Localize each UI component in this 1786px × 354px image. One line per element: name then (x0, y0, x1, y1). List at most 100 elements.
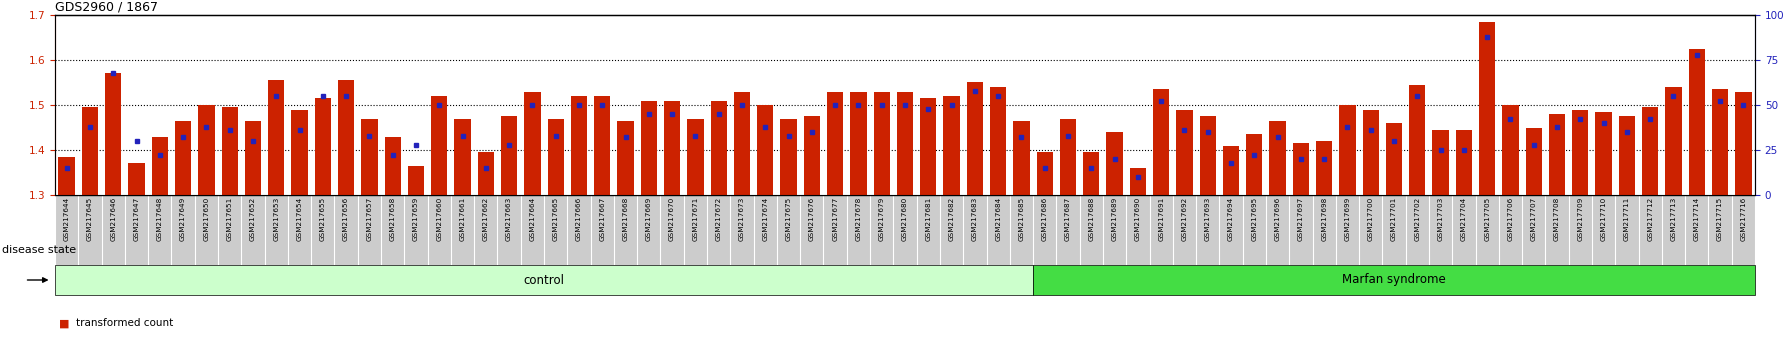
Bar (1688, 49, 1706, 195)
Text: GSM217678: GSM217678 (855, 197, 861, 241)
Text: disease state: disease state (2, 245, 77, 255)
Bar (572, 96, 588, 195)
Bar (221, 107, 238, 195)
Bar (175, 121, 191, 195)
Text: GSM217692: GSM217692 (1182, 197, 1188, 241)
Bar (548, 119, 564, 195)
Text: GSM217653: GSM217653 (273, 197, 279, 241)
Text: GSM217658: GSM217658 (389, 197, 396, 241)
Text: GSM217671: GSM217671 (693, 197, 698, 241)
Text: GSM217684: GSM217684 (995, 197, 1002, 241)
Bar (1340, 105, 1356, 195)
Bar (59, 157, 75, 195)
Text: GSM217703: GSM217703 (1438, 197, 1443, 241)
Bar (827, 91, 843, 195)
Bar (1479, 22, 1495, 195)
Bar (1409, 85, 1425, 195)
Text: GSM217646: GSM217646 (111, 197, 116, 241)
Bar (454, 119, 472, 195)
Text: GSM217660: GSM217660 (436, 197, 443, 241)
Bar (1082, 152, 1100, 195)
Text: GSM217704: GSM217704 (1461, 197, 1466, 241)
Text: GSM217644: GSM217644 (64, 197, 70, 241)
Bar (966, 82, 982, 195)
Bar (1713, 89, 1729, 195)
Text: GSM217657: GSM217657 (366, 197, 373, 241)
Text: GSM217699: GSM217699 (1345, 197, 1350, 241)
Text: GSM217676: GSM217676 (809, 197, 814, 241)
Bar (734, 91, 750, 195)
Bar (1525, 127, 1541, 195)
Bar (198, 105, 214, 195)
Text: GSM217693: GSM217693 (1206, 197, 1211, 241)
Text: GSM217663: GSM217663 (505, 197, 513, 241)
Text: GSM217649: GSM217649 (180, 197, 186, 241)
Text: GSM217706: GSM217706 (1507, 197, 1513, 241)
Bar (314, 98, 330, 195)
Text: GSM217672: GSM217672 (716, 197, 722, 241)
Bar (525, 91, 541, 195)
Text: GSM217694: GSM217694 (1229, 197, 1234, 241)
Bar (1200, 116, 1216, 195)
Bar (641, 101, 657, 195)
Bar (1386, 123, 1402, 195)
Text: GSM217667: GSM217667 (600, 197, 605, 241)
Bar (1432, 130, 1448, 195)
Text: GSM217669: GSM217669 (647, 197, 652, 241)
Bar (1270, 121, 1286, 195)
Bar (850, 91, 866, 195)
Text: GSM217714: GSM217714 (1693, 197, 1700, 241)
Bar (618, 121, 634, 195)
Text: GSM217650: GSM217650 (204, 197, 209, 241)
Bar (407, 166, 423, 195)
Text: GSM217645: GSM217645 (88, 197, 93, 241)
Bar (55, 265, 1032, 295)
Bar (1247, 134, 1263, 195)
Bar (105, 74, 121, 195)
Bar (152, 137, 168, 195)
Text: GSM217682: GSM217682 (948, 197, 954, 241)
Text: ■: ■ (59, 318, 70, 328)
Bar (129, 164, 145, 195)
Text: GSM217700: GSM217700 (1368, 197, 1373, 241)
Text: GSM217709: GSM217709 (1577, 197, 1584, 241)
Bar (500, 116, 518, 195)
Text: GSM217691: GSM217691 (1157, 197, 1164, 241)
Text: GDS2960 / 1867: GDS2960 / 1867 (55, 1, 157, 14)
Text: GSM217690: GSM217690 (1134, 197, 1141, 241)
Text: GSM217654: GSM217654 (296, 197, 302, 241)
Bar (897, 91, 913, 195)
Text: GSM217698: GSM217698 (1322, 197, 1327, 241)
Text: GSM217716: GSM217716 (1740, 197, 1747, 241)
Bar (1456, 130, 1472, 195)
Text: GSM217713: GSM217713 (1670, 197, 1677, 241)
Bar (711, 101, 727, 195)
Text: GSM217656: GSM217656 (343, 197, 348, 241)
Bar (943, 96, 959, 195)
Text: GSM217655: GSM217655 (320, 197, 325, 241)
Bar (1572, 109, 1588, 195)
Text: GSM217664: GSM217664 (529, 197, 536, 241)
Bar (1595, 112, 1611, 195)
Text: GSM217679: GSM217679 (879, 197, 884, 241)
Text: GSM217668: GSM217668 (623, 197, 629, 241)
Bar (245, 121, 261, 195)
Bar (1736, 91, 1752, 195)
Text: GSM217696: GSM217696 (1275, 197, 1281, 241)
Bar (1154, 89, 1170, 195)
Text: GSM217675: GSM217675 (786, 197, 791, 241)
Text: transformed count: transformed count (77, 318, 173, 328)
Text: GSM217688: GSM217688 (1088, 197, 1095, 241)
Bar (477, 152, 495, 195)
Text: GSM217651: GSM217651 (227, 197, 232, 241)
Text: GSM217661: GSM217661 (459, 197, 466, 241)
Text: GSM217705: GSM217705 (1484, 197, 1490, 241)
Bar (1177, 109, 1193, 195)
Bar (338, 80, 354, 195)
Text: GSM217702: GSM217702 (1415, 197, 1420, 241)
Text: GSM217683: GSM217683 (972, 197, 979, 241)
Bar (1502, 105, 1518, 195)
Text: GSM217685: GSM217685 (1018, 197, 1025, 241)
Text: GSM217659: GSM217659 (413, 197, 420, 241)
Bar (780, 119, 797, 195)
